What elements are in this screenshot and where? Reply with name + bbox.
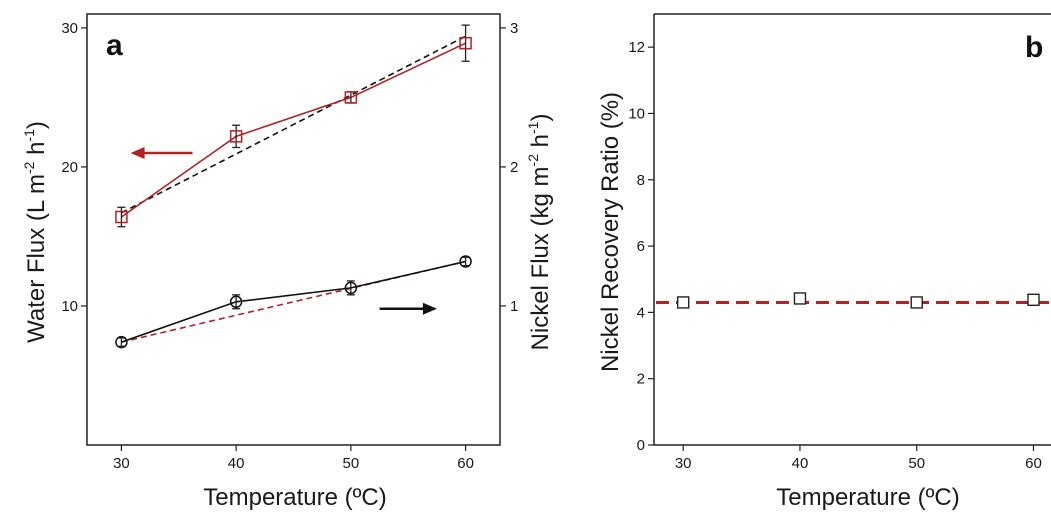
a-y-right-tick-label-0: 1 — [510, 298, 518, 315]
y-left-title-main: Water Flux (L m — [23, 174, 50, 343]
panel-b: 30 40 50 60 0 2 4 6 8 10 12 b Temperature (ºC) Ni… — [597, 13, 1051, 511]
panel-a-y-left-ticks: 10 20 30 — [61, 20, 87, 315]
b-x-tick-label-3: 60 — [1025, 455, 1042, 472]
y-right-title-sup1: -2 — [525, 154, 541, 167]
y-left-title-end: ) — [23, 121, 50, 129]
a-y-left-tick-label-0: 10 — [61, 298, 78, 315]
a-point-circle-2 — [344, 281, 358, 295]
a-point-square-3 — [459, 36, 472, 50]
panel-b-y-axis-title: Nickel Recovery Ratio (%) — [597, 92, 624, 372]
b-y-tick-label-5: 10 — [628, 105, 645, 122]
a-point-square-0 — [115, 210, 128, 224]
panel-b-x-axis-title: Temperature (ºC) — [776, 484, 959, 511]
b-y-tick-label-4: 8 — [637, 172, 645, 189]
b-point-3 — [1027, 293, 1040, 306]
panel-b-y-ticks: 0 2 4 6 8 10 12 — [628, 39, 654, 454]
y-right-title-main: Nickel Flux (kg m — [527, 166, 554, 350]
a-point-circle-1 — [229, 295, 243, 309]
b-x-tick-label-0: 30 — [675, 455, 692, 472]
b-y-tick-label-1: 2 — [637, 371, 645, 388]
a-arrow-head-1 — [422, 302, 437, 315]
a-point-square-2 — [344, 91, 358, 104]
b-point-1 — [793, 292, 807, 305]
b-point-2 — [910, 296, 923, 309]
panel-b-points — [676, 292, 1040, 309]
panel-a-plot-frame — [86, 13, 501, 446]
a-point-square-1 — [229, 130, 243, 143]
a-point-circle-0 — [115, 335, 128, 349]
panel-b-label: b — [1025, 31, 1043, 64]
panel-a-x-ticks: 30 40 50 60 — [113, 445, 474, 472]
b-y-tick-label-0: 0 — [637, 437, 645, 454]
panel-a-y-left-axis-title: Water Flux (L m-2 h-1) — [21, 121, 50, 343]
panel-a-arrows — [130, 147, 437, 315]
a-y-right-tick-label-1: 2 — [510, 159, 518, 176]
b-x-tick-label-2: 50 — [908, 455, 925, 472]
y-left-title-sup1: -2 — [21, 161, 37, 174]
a-y-right-tick-label-2: 3 — [510, 20, 518, 37]
y-left-title-sup2: -1 — [21, 129, 37, 142]
panel-a-y-right-axis-title: Nickel Flux (kg m-2 h-1) — [525, 114, 554, 351]
a-series-line-0 — [120, 42, 466, 218]
b-y-tick-label-3: 6 — [637, 238, 645, 255]
b-point-0 — [676, 296, 690, 309]
panel-a: 30 40 50 60 10 20 30 1 2 3 a Temperature (ºC) W… — [21, 13, 554, 511]
a-x-tick-label-1: 40 — [228, 455, 245, 472]
a-y-left-tick-label-2: 30 — [61, 20, 78, 37]
b-y-tick-label-6: 12 — [628, 39, 645, 56]
panel-b-x-ticks: 30 40 50 60 — [675, 445, 1042, 472]
a-y-left-tick-label-1: 20 — [61, 159, 78, 176]
a-x-tick-label-3: 60 — [457, 455, 474, 472]
y-right-title-mid: h — [527, 134, 554, 154]
panel-a-x-axis-title: Temperature (ºC) — [203, 484, 386, 511]
a-point-circle-3 — [459, 255, 472, 268]
panel-a-fit-lines — [121, 35, 466, 343]
b-x-tick-label-1: 40 — [792, 455, 809, 472]
panel-a-label: a — [106, 29, 123, 62]
b-y-tick-label-2: 4 — [637, 304, 645, 321]
a-series-line-1 — [121, 260, 466, 343]
a-x-tick-label-2: 50 — [343, 455, 360, 472]
y-left-title-mid: h — [23, 142, 50, 162]
panel-a-series — [115, 24, 472, 349]
panel-a-y-right-ticks: 1 2 3 — [500, 20, 518, 315]
y-right-title-end: ) — [527, 114, 554, 122]
a-fit-line-0 — [121, 35, 466, 214]
y-right-title-sup2: -1 — [525, 121, 541, 134]
a-arrow-head-0 — [130, 147, 145, 160]
a-x-tick-label-0: 30 — [113, 455, 130, 472]
